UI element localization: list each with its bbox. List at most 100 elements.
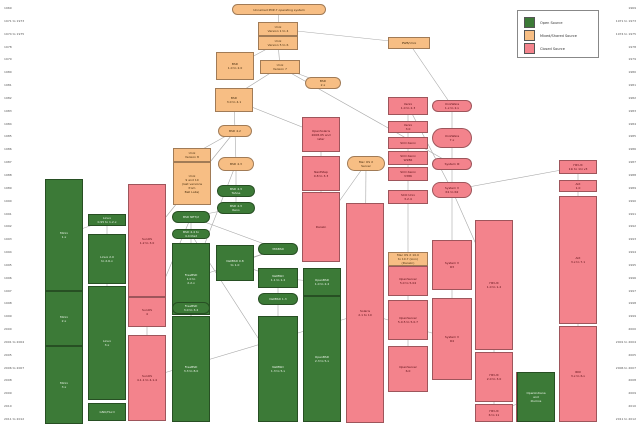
node-label: 1.0 to 1.2 — [486, 285, 502, 289]
node-label: OpenBSD — [314, 355, 330, 359]
year-tick: 1979 — [628, 57, 636, 62]
year-tick: 1988 — [4, 172, 12, 177]
node-label: Unix — [276, 63, 284, 67]
node-label: BSD — [230, 96, 238, 100]
node-aix: AIX 1.0 — [559, 180, 597, 192]
year-tick: 1984 — [4, 121, 12, 126]
year-tick: 2006 to 2007 — [615, 365, 636, 370]
node-bsd2: BSD 2.x — [305, 77, 341, 89]
node-label: Version 5 to 6 — [267, 43, 289, 47]
node-unixware7: UnixWare 7.x — [432, 128, 472, 148]
node-label: 5.0.5 to 5.0.7 — [397, 320, 419, 324]
node-bsd44: BSD 4.4 to 4.4 lite2 — [172, 229, 210, 239]
node-label: SCO Xenix — [400, 154, 416, 158]
year-tick: 1999 — [628, 314, 636, 319]
node-label: Xenix — [403, 102, 413, 106]
node-label: SunOS — [142, 308, 152, 312]
node-label: 3.0 to 3.2 — [183, 308, 199, 312]
year-tick: 2011 to 2012 — [4, 417, 25, 421]
node-label: 3.x — [104, 343, 110, 347]
year-tick: 1994 — [4, 250, 12, 255]
legend-item-closed-source: Closed Source — [524, 43, 565, 54]
node-label: 2.1 to 10 — [358, 313, 372, 317]
legend-swatch — [524, 30, 535, 41]
node-label: OpenIndiana — [526, 391, 546, 395]
year-tick: 2008 — [4, 378, 12, 383]
year-tick: 1997 — [628, 288, 636, 293]
node-sunos41: SunOS 4.1.1 to 4.1.4 — [128, 335, 166, 421]
node-label: 2.2.x — [187, 281, 195, 285]
node-label: 1.0 to 2.2 — [314, 282, 330, 286]
year-tick: 1996 — [628, 275, 636, 280]
node-label: Version 7 — [273, 67, 287, 71]
node-hpux2: HP-UX 2.0 to 3.0 — [475, 352, 513, 402]
edge-pwbunix-unixware — [408, 42, 453, 107]
node-label: (Darwin) — [401, 261, 415, 265]
node-label: Unix — [274, 25, 282, 29]
node-label: BSD 4.2 — [229, 129, 241, 133]
node-bsd3: BSD 3.0 to 4.1 — [215, 88, 253, 112]
year-tick: 2001 to 2004 — [615, 339, 636, 344]
node-hpux6: HP-UX 6 to 11 — [475, 404, 513, 422]
node-unix1: Unix Version 1 to 4 — [258, 22, 298, 36]
year-tick: 1979 — [4, 57, 12, 62]
node-label: BSD 4.3 — [230, 204, 242, 208]
node-openindiana: OpenIndiana and illumos — [517, 372, 555, 422]
node-bsd1: BSD 1.0 to 2.0 — [216, 52, 254, 80]
year-tick: 1997 — [4, 288, 12, 293]
node-label: Version 8 — [185, 155, 199, 159]
legend-item-open-source: Open Source — [524, 17, 562, 28]
year-tick: 1974 to 1975 — [4, 31, 25, 36]
node-label: Tahoe — [231, 191, 241, 195]
node-label: HP-UX — [489, 409, 499, 413]
node-bsdnet2: BSD NET/2 — [172, 211, 210, 223]
node-unics: Unnamed PDP-7 operating system — [232, 4, 326, 15]
year-tick: 1978 — [4, 44, 12, 49]
node-label: HP-UX — [573, 163, 583, 167]
node-label: Linux 2.0 — [100, 255, 114, 259]
node-system5: System V R1 to R2 — [432, 182, 472, 198]
year-tick: 2005 — [628, 352, 636, 357]
node-scounix: SCO Unix 3.2.4 — [388, 190, 428, 204]
year-tick: 1980 — [628, 70, 636, 75]
node-opensolaris: OpenSolaris 2008.05 and later — [302, 117, 340, 152]
legend-swatch — [524, 43, 535, 54]
node-macosx: Mac OS X Server — [347, 156, 385, 171]
node-label: NetBSD 1.3 — [269, 297, 287, 301]
node-label: to 2.6.x — [101, 259, 113, 263]
legend-swatch — [524, 17, 535, 28]
year-tick: 1984 — [628, 121, 636, 126]
node-netbsd13: NetBSD 1.3 — [258, 293, 298, 305]
node-label: W286 — [403, 158, 413, 162]
node-linux3: Linux 3.x — [88, 286, 126, 400]
legend-label: Open Source — [540, 20, 563, 25]
node-system5r4: System V R4 — [432, 298, 472, 380]
year-tick: 1971 to 1973 — [4, 18, 25, 23]
node-label: 1.0 — [575, 186, 581, 190]
node-system3: System III — [432, 158, 472, 170]
node-label: Server — [361, 163, 371, 168]
legend: Open Source Mixed/Shared Source Closed S… — [517, 10, 599, 58]
node-netbsd14: NetBSD 1.3 to 5.x — [258, 316, 298, 422]
node-label: 3.x to 6.x — [570, 374, 586, 378]
node-label: 0.95 to 1.2.x — [97, 220, 117, 224]
node-label: 7.x — [449, 138, 455, 142]
year-tick: 1995 — [628, 262, 636, 267]
node-macos: Mac OS X 10.0 to 10.7 (Lion) (Darwin) — [388, 252, 428, 266]
year-tick: 1990 — [628, 198, 636, 203]
node-label: BSD 4.3 — [230, 187, 242, 191]
year-tick: 1990 — [4, 198, 12, 203]
node-label: NextStep — [314, 169, 328, 174]
year-tick: 2011 to 2012 — [615, 417, 636, 421]
node-sunos4: SunOS 4 — [128, 297, 166, 327]
node-freebsd32: FreeBSD 3.3 to 8.0 — [172, 316, 210, 422]
node-label: UnixWare — [444, 102, 460, 106]
node-label: Unix — [188, 173, 196, 178]
year-tick: 1985 — [4, 134, 12, 139]
node-openbsd1: OpenBSD 1.0 to 2.2 — [303, 268, 341, 296]
node-openserver6: OpenServer 6.0 — [388, 346, 428, 392]
node-label: R1 to R2 — [445, 190, 459, 194]
node-label: Reno — [232, 208, 240, 212]
node-label: UnixWare — [444, 134, 460, 138]
